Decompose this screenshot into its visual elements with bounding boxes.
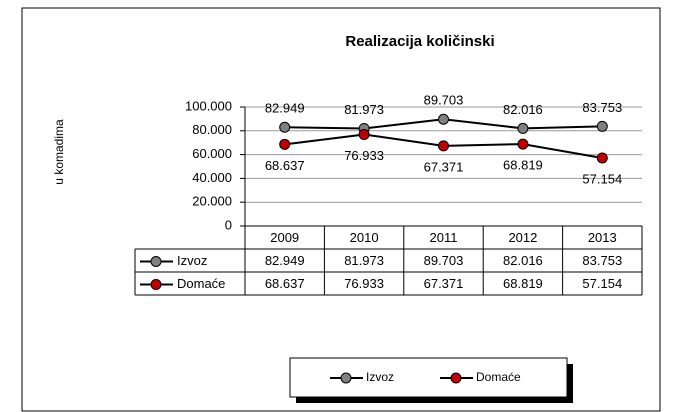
data-label: 89.703 (424, 93, 464, 108)
x-tick-label: 2012 (508, 230, 537, 245)
data-label: 68.637 (265, 158, 305, 173)
point (279, 138, 291, 150)
data-label: 81.973 (344, 102, 384, 117)
table-cell: 82.949 (265, 253, 305, 268)
table-legend-marker (150, 279, 162, 290)
point (438, 113, 449, 125)
table-cell: 68.637 (265, 276, 305, 291)
data-label: 83.753 (582, 100, 622, 115)
point (596, 152, 608, 164)
y-axis-label: u komadima (52, 119, 66, 185)
table-cell: 68.819 (503, 276, 543, 291)
chart-area (21, 7, 661, 412)
table-cell: 57.154 (582, 276, 622, 291)
data-label: 82.016 (503, 102, 543, 117)
point (596, 120, 608, 132)
y-tick-label: 80.000 (192, 122, 232, 137)
y-tick-label: 100.000 (185, 98, 232, 113)
table-cell: 82.016 (503, 253, 543, 268)
point (438, 140, 449, 152)
data-label: 82.949 (265, 101, 305, 116)
table-legend-marker (150, 256, 162, 267)
data-label: 68.819 (503, 158, 543, 173)
table-row-label: Izvoz (177, 253, 207, 268)
legend-label: Izvoz (366, 370, 394, 384)
x-tick-label: 2011 (430, 230, 458, 245)
table-cell: 83.753 (582, 253, 622, 268)
legend-marker (340, 372, 352, 384)
y-tick-label: 20.000 (192, 194, 232, 209)
legend-label: Domaće (476, 370, 521, 384)
x-tick-label: 2009 (270, 230, 299, 245)
table-row-label: Domaće (177, 276, 225, 291)
y-tick-label: 60.000 (192, 146, 232, 161)
x-tick-label: 2013 (588, 230, 617, 245)
y-tick-label: 40.000 (192, 170, 232, 185)
data-label: 57.154 (582, 171, 622, 186)
point (279, 121, 291, 133)
point (517, 122, 529, 134)
y-tick-label: 0 (225, 217, 232, 232)
table-cell: 67.371 (424, 276, 464, 291)
chart-title: Realizacija količinski (345, 33, 494, 50)
table-cell: 81.973 (344, 253, 384, 268)
table-cell: 89.703 (424, 253, 464, 268)
point (358, 128, 370, 140)
point (517, 138, 529, 150)
data-label: 67.371 (424, 159, 464, 174)
legend-marker (450, 372, 462, 384)
table-cell: 76.933 (344, 276, 384, 291)
x-tick-label: 2010 (350, 230, 379, 245)
data-label: 76.933 (344, 148, 384, 163)
